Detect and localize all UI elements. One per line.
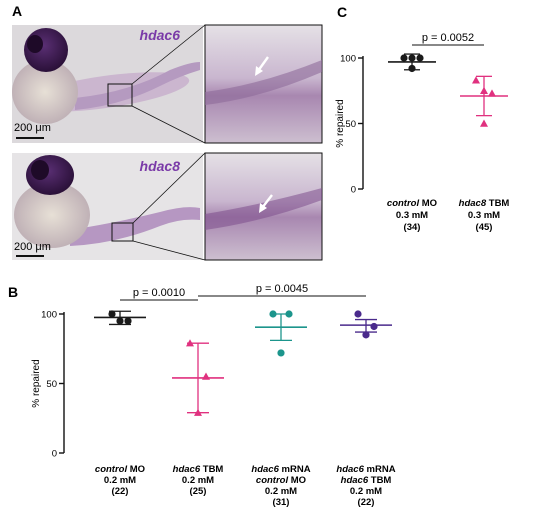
y-tick-label: 100 — [340, 54, 356, 65]
x-tick-label-italic: hdac6 — [251, 464, 279, 475]
zoom-box-hdac8 — [111, 222, 134, 242]
scale-bar-label: 200 μm — [14, 241, 51, 253]
data-point — [277, 349, 285, 357]
zoom-box-hdac6 — [107, 83, 133, 107]
x-tick-label: (45) — [476, 222, 493, 233]
gene-label-hdac6: hdac6 — [140, 27, 181, 43]
x-tick-label-italic: hdac6 — [173, 464, 201, 475]
y-tick-label: 0 — [351, 185, 356, 196]
panel-a-letter: A — [12, 3, 22, 19]
x-tick-label-text: MO — [127, 464, 145, 475]
x-tick-label-text: TBM — [486, 198, 509, 209]
x-tick-label-text: (31) — [273, 497, 290, 508]
data-point — [480, 119, 488, 127]
x-tick-label-text: 0.3 mM — [468, 210, 500, 221]
y-tick-label: 50 — [345, 119, 356, 130]
x-tick-label-text: TBM — [200, 464, 223, 475]
data-point — [354, 310, 362, 318]
x-tick-label-text: TBM — [368, 475, 391, 486]
x-tick-label: 0.2 mM — [182, 475, 214, 486]
x-tick-label-text: (22) — [112, 486, 129, 497]
x-tick-label-italic: hdac6 — [336, 464, 364, 475]
x-tick-label-text: 0.2 mM — [265, 486, 297, 497]
y-tick-label: 0 — [52, 449, 57, 460]
data-point — [186, 339, 194, 347]
data-point — [488, 89, 496, 97]
x-tick-label: hdac6 mRNA — [336, 464, 395, 475]
x-tick-label-text: (45) — [476, 222, 493, 233]
x-tick-label-text: (22) — [358, 497, 375, 508]
data-point — [108, 310, 116, 318]
y-tick-label: 100 — [41, 310, 57, 321]
x-tick-label-italic: hdac8 — [459, 198, 487, 209]
x-tick-label: hdac6 TBM — [173, 464, 224, 475]
x-tick-label-italic: control — [95, 464, 128, 475]
x-tick-label-italic: control — [256, 475, 289, 486]
panel-b-letter: B — [8, 284, 18, 300]
zoom-image-hdac6 — [204, 24, 323, 144]
x-tick-label-italic: hdac6 — [341, 475, 369, 486]
x-tick-label: (22) — [358, 497, 375, 508]
x-tick-label: (34) — [404, 222, 421, 233]
data-point — [370, 322, 378, 331]
data-point — [416, 54, 424, 62]
x-tick-label-text: (34) — [404, 222, 421, 233]
y-tick-label: 50 — [46, 379, 57, 390]
data-point — [269, 310, 277, 318]
data-point — [124, 317, 132, 325]
x-tick-label-text: 0.3 mM — [396, 210, 428, 221]
x-tick-label-text: mRNA — [279, 464, 311, 475]
data-point — [472, 76, 480, 84]
data-point — [400, 54, 408, 62]
p-value-label: p = 0.0045 — [256, 283, 308, 295]
x-tick-label: 0.3 mM — [468, 210, 500, 221]
data-point — [362, 331, 370, 339]
data-point — [480, 86, 488, 94]
x-tick-label: 0.3 mM — [396, 210, 428, 221]
panel-c-letter: C — [337, 4, 347, 20]
x-tick-label: (22) — [112, 486, 129, 497]
y-axis-label: % repaired — [31, 359, 42, 407]
x-tick-label-text: 0.2 mM — [104, 475, 136, 486]
x-tick-label-text: MO — [419, 198, 437, 209]
gene-label-hdac8: hdac8 — [140, 158, 181, 174]
x-tick-label: (25) — [190, 486, 207, 497]
x-tick-label: hdac8 TBM — [459, 198, 510, 209]
y-axis-label: % repaired — [335, 99, 346, 147]
x-tick-label: 0.2 mM — [104, 475, 136, 486]
x-tick-label-text: 0.2 mM — [350, 486, 382, 497]
data-point — [202, 372, 210, 380]
data-point — [194, 408, 202, 416]
x-tick-label: control MO — [95, 464, 145, 475]
embryo-image-hdac6 — [12, 25, 203, 143]
embryo-image-hdac8 — [12, 153, 203, 260]
x-tick-label-text: MO — [288, 475, 306, 486]
scale-bar-label: 200 μm — [14, 122, 51, 134]
data-point — [116, 317, 124, 325]
data-point — [408, 54, 416, 62]
x-tick-label: 0.2 mM — [350, 486, 382, 497]
x-tick-label-text: 0.2 mM — [182, 475, 214, 486]
p-value-label: p = 0.0052 — [422, 32, 474, 44]
x-tick-label-text: mRNA — [364, 464, 396, 475]
x-tick-label: hdac6 TBM — [341, 475, 392, 486]
x-tick-label: 0.2 mM — [265, 486, 297, 497]
x-tick-label-italic: control — [387, 198, 420, 209]
data-point — [408, 64, 416, 73]
p-value-label: p = 0.0010 — [133, 287, 185, 299]
x-tick-label: hdac6 mRNA — [251, 464, 310, 475]
x-tick-label: control MO — [387, 198, 437, 209]
data-point — [285, 310, 293, 318]
x-tick-label: (31) — [273, 497, 290, 508]
zoom-image-hdac8 — [204, 152, 323, 261]
x-tick-label-text: (25) — [190, 486, 207, 497]
x-tick-label: control MO — [256, 475, 306, 486]
